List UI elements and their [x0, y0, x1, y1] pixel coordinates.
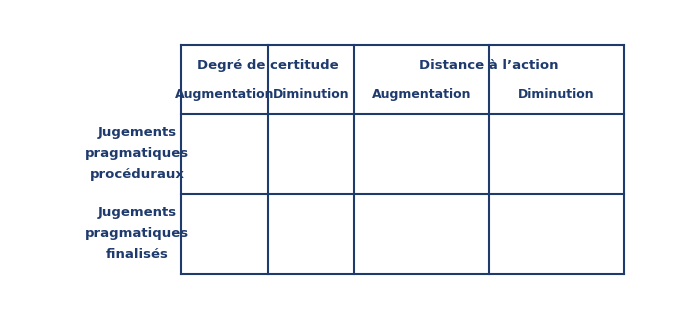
Text: Jugements
pragmatiques
finalisés: Jugements pragmatiques finalisés: [85, 206, 189, 261]
Text: Augmentation: Augmentation: [175, 88, 274, 101]
Text: Distance à l’action: Distance à l’action: [419, 59, 559, 72]
Text: Degré de certitude: Degré de certitude: [197, 59, 338, 72]
Text: Jugements
pragmatiques
procéduraux: Jugements pragmatiques procéduraux: [85, 126, 189, 181]
Text: Augmentation: Augmentation: [372, 88, 471, 101]
Text: Diminution: Diminution: [518, 88, 594, 101]
Text: Diminution: Diminution: [272, 88, 349, 101]
